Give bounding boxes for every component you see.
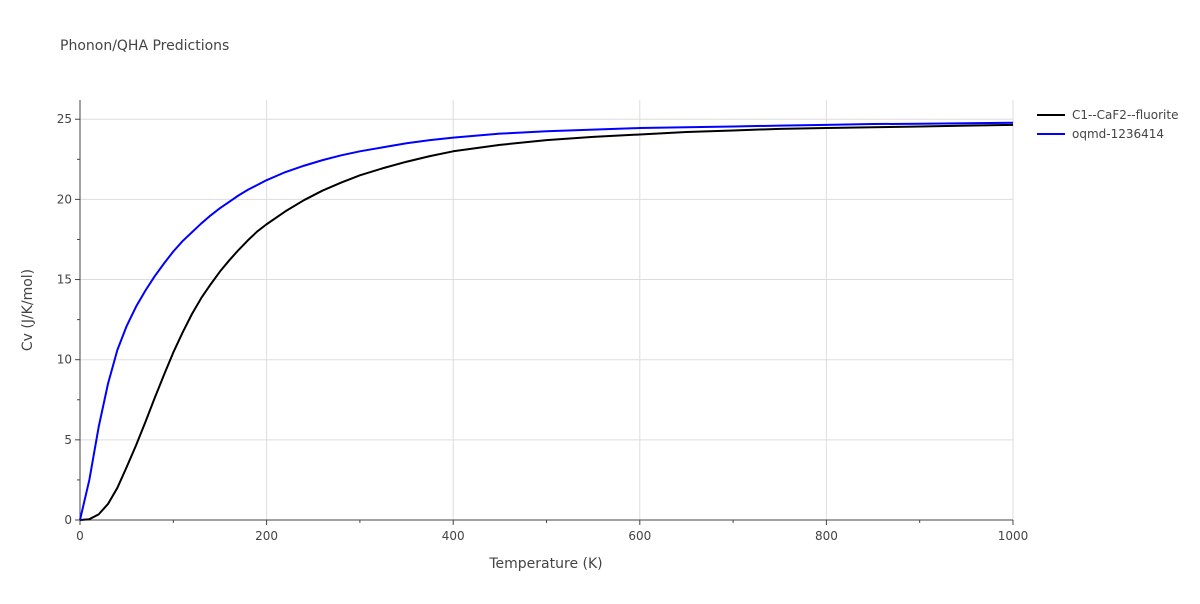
chart-title: Phonon/QHA Predictions: [60, 38, 229, 54]
legend-item-0[interactable]: C1--CaF2--fluorite: [1037, 108, 1178, 122]
x-axis-title: Temperature (K): [488, 556, 602, 572]
x-tick-label: 200: [255, 529, 278, 543]
x-tick-label: 1000: [998, 529, 1029, 543]
legend-item-1[interactable]: oqmd-1236414: [1037, 127, 1164, 141]
y-axis-title: Cv (J/K/mol): [20, 269, 36, 351]
x-tick-label: 400: [442, 529, 465, 543]
x-tick-label: 600: [628, 529, 651, 543]
y-tick-label: 15: [57, 273, 72, 287]
y-tick-label: 20: [57, 192, 72, 206]
y-tick-label: 10: [57, 353, 72, 367]
series-line-1[interactable]: [79, 121, 1014, 521]
series-layer: [79, 121, 1014, 521]
y-tick-label: 0: [64, 513, 72, 527]
y-tick-label: 25: [57, 112, 72, 126]
x-tick-label: 800: [815, 529, 838, 543]
y-tick-label: 5: [64, 433, 72, 447]
axes-layer: 0 200 400 600 800 1000 0 5 10 15 20 25: [57, 100, 1029, 543]
grid-layer: [80, 100, 1014, 520]
legend-label: C1--CaF2--fluorite: [1072, 108, 1178, 122]
legend-label: oqmd-1236414: [1072, 127, 1164, 141]
series-line-0[interactable]: [79, 123, 1014, 521]
x-tick-label: 0: [76, 529, 84, 543]
legend[interactable]: C1--CaF2--fluorite oqmd-1236414: [1037, 108, 1178, 141]
